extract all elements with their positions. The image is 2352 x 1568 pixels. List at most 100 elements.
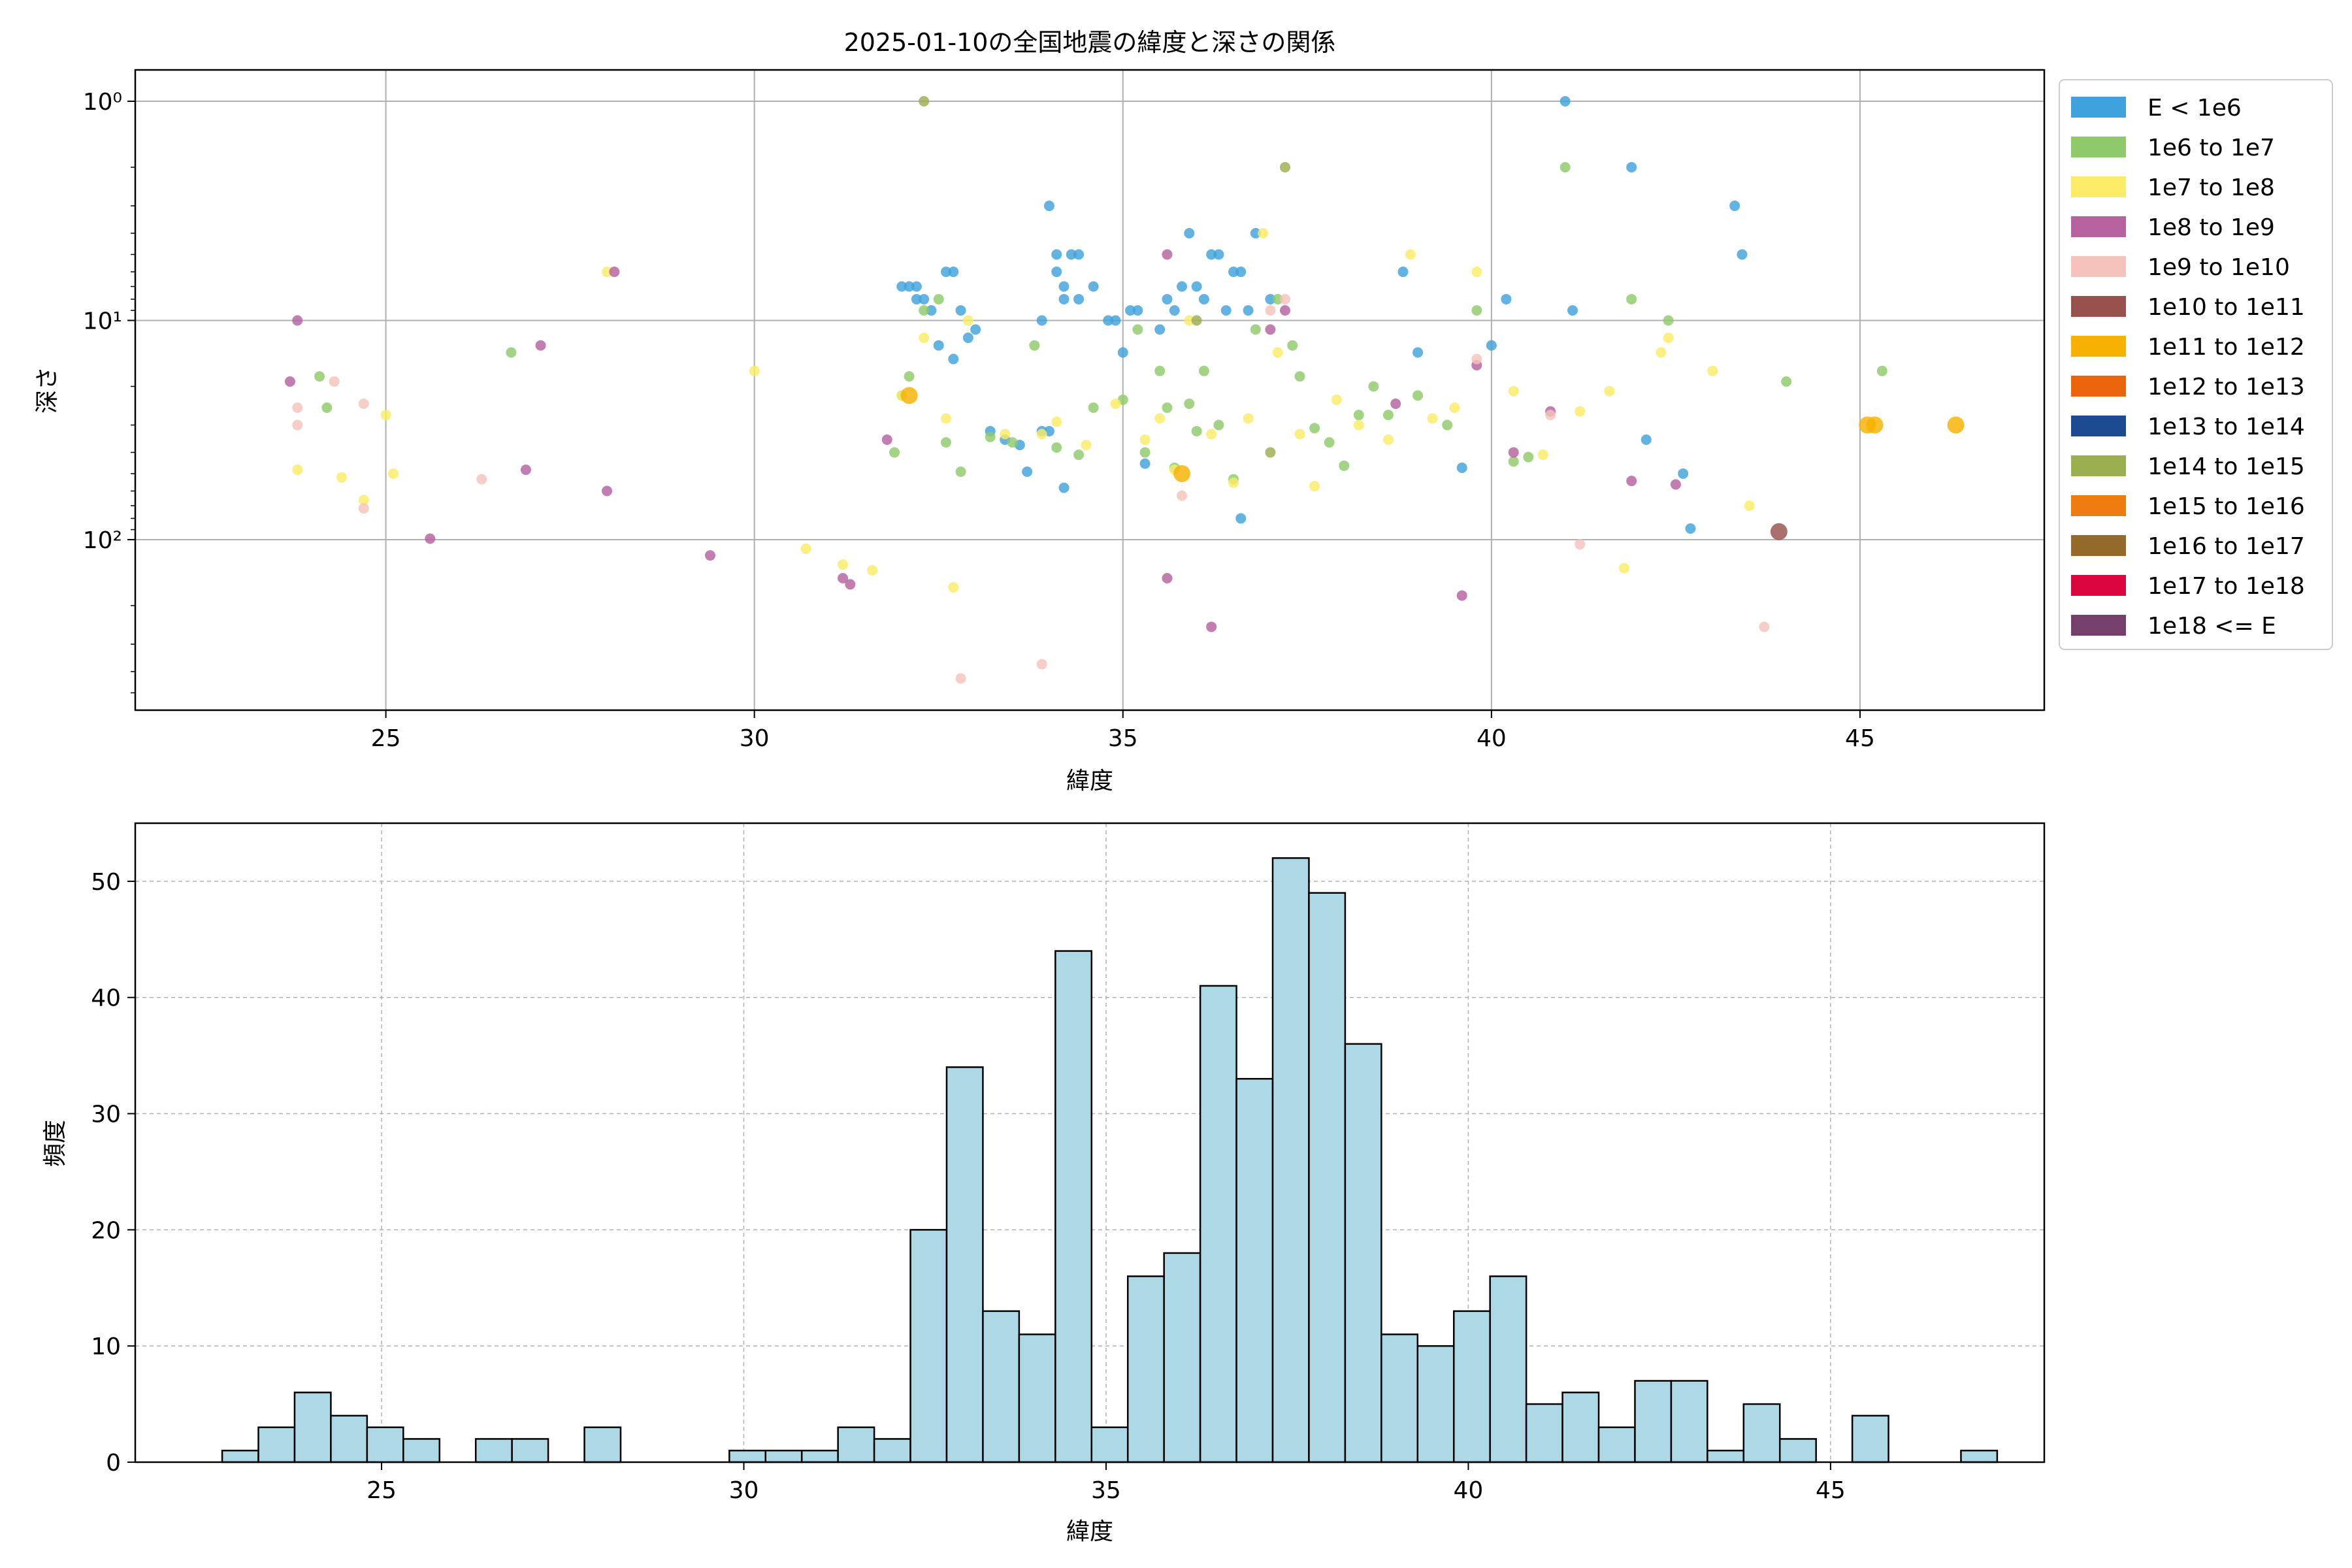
scatter-point (1058, 293, 1070, 304)
scatter-point (506, 347, 517, 358)
scatter-point (1279, 305, 1290, 316)
legend-label: 1e8 to 1e9 (2148, 214, 2275, 241)
scatter-point (1279, 293, 1290, 304)
histogram-bar (1960, 1449, 1999, 1463)
legend-swatch (2071, 176, 2126, 197)
scatter-point (1007, 437, 1018, 448)
histogram-bar (909, 1229, 948, 1463)
scatter-point (1081, 440, 1092, 451)
scatter-point (1073, 449, 1085, 461)
scatter-point (1567, 305, 1578, 316)
scatter-point (1560, 96, 1571, 106)
legend-label: 1e17 to 1e18 (2148, 573, 2305, 600)
scatter-point (1265, 305, 1276, 316)
scatter-point (1162, 402, 1173, 413)
scatter-point (1575, 539, 1586, 550)
scatter-point (1604, 385, 1615, 397)
scatter-point (1390, 399, 1401, 410)
scatter-point (962, 315, 973, 326)
scatter-point (896, 281, 907, 292)
scatter-point (1029, 340, 1040, 351)
scatter-point (1235, 513, 1247, 524)
scatter-point (1154, 365, 1166, 376)
scatter-point (1770, 523, 1788, 540)
scatter-point (1309, 423, 1320, 434)
histogram-xtick-label: 25 (367, 1477, 397, 1504)
scatter-point (1162, 573, 1173, 584)
scatter-point (329, 376, 340, 387)
scatter-point (1258, 227, 1269, 238)
histogram-panel: 25 30 35 40 45 0 10 20 30 40 50 緯度 頻度 (42, 822, 2046, 1545)
scatter-point (962, 333, 973, 344)
histogram-ticks: 25 30 35 40 45 0 10 20 30 40 50 (91, 869, 1846, 1504)
legend-swatch (2071, 256, 2126, 277)
scatter-point (1154, 413, 1166, 424)
scatter-point (1707, 365, 1718, 376)
legend: E < 1e6 1e6 to 1e7 1e7 to 1e8 1e8 to 1e9 1e9… (2059, 79, 2333, 650)
legend-label: 1e12 to 1e13 (2148, 374, 2305, 400)
scatter-point (1272, 347, 1283, 358)
histogram-bar (1489, 1275, 1527, 1463)
scatter-point (955, 673, 966, 684)
scatter-point (1663, 333, 1674, 344)
scatter-point (1243, 413, 1254, 424)
scatter-point (1191, 281, 1202, 292)
histogram-bar (1742, 1403, 1781, 1463)
legend-label: 1e15 to 1e16 (2148, 493, 2305, 520)
scatter-point (1088, 281, 1099, 292)
scatter-point (535, 340, 546, 351)
scatter-point (1243, 305, 1254, 316)
histogram-bar (1525, 1403, 1563, 1463)
legend-label: 1e14 to 1e15 (2148, 453, 2305, 480)
scatter-point (970, 324, 981, 335)
scatter-point (1220, 305, 1232, 316)
scatter-point (941, 437, 952, 448)
legend-swatch (2071, 615, 2126, 636)
histogram-bar (1090, 1426, 1129, 1463)
scatter-point (1051, 267, 1062, 278)
legend-swatch (2071, 376, 2126, 397)
scatter-point (1309, 481, 1320, 492)
scatter-point (358, 503, 369, 514)
scatter-point (1413, 347, 1424, 358)
scatter-point (941, 267, 952, 278)
scatter-point (292, 315, 303, 326)
histogram-bar (1597, 1426, 1636, 1463)
scatter-point (358, 495, 369, 506)
scatter-point (1670, 479, 1681, 490)
scatter-point (1139, 447, 1151, 458)
histogram-bar (1380, 1333, 1419, 1463)
scatter-point (1169, 305, 1180, 316)
scatter-xlabel: 緯度 (1066, 768, 1113, 794)
scatter-point (425, 533, 436, 544)
histogram-bar (474, 1438, 513, 1463)
scatter-point (1413, 390, 1424, 401)
scatter-point (1073, 293, 1085, 304)
scatter-point (292, 402, 303, 413)
scatter-point (1678, 468, 1689, 479)
legend-label: 1e13 to 1e14 (2148, 414, 2305, 440)
scatter-point (1339, 460, 1350, 471)
histogram-bar (837, 1426, 875, 1463)
histogram-xtick-label: 45 (1816, 1477, 1846, 1504)
scatter-point (1449, 402, 1460, 413)
scatter-point (387, 468, 399, 479)
scatter-point (704, 550, 715, 561)
histogram-bar (366, 1426, 404, 1463)
scatter-point (904, 371, 915, 382)
histogram-bar (728, 1449, 767, 1463)
scatter-ytick-label: 10² (83, 527, 122, 554)
legend-label: 1e6 to 1e7 (2148, 135, 2275, 161)
scatter-point (1294, 371, 1305, 382)
scatter-point (1036, 659, 1047, 670)
scatter-point (1139, 458, 1151, 469)
scatter-point (1866, 416, 1884, 434)
scatter-point (985, 431, 996, 442)
scatter-point (358, 399, 369, 410)
scatter-point (380, 410, 391, 421)
histogram-frame (134, 822, 2046, 1463)
scatter-point (1759, 621, 1770, 632)
scatter-point (1058, 482, 1070, 493)
histogram-bar (330, 1414, 368, 1463)
